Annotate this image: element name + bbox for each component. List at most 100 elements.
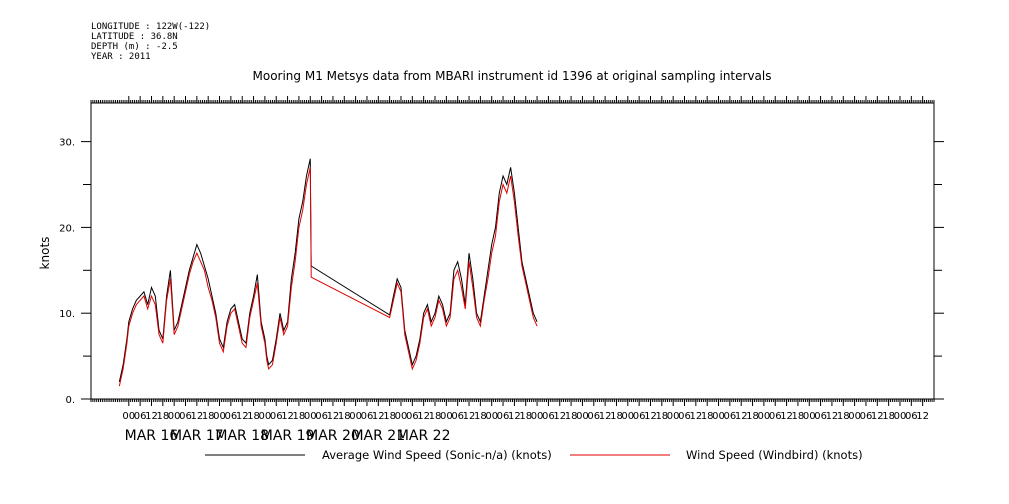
series-layer (118, 158, 538, 387)
longitude-line: LONGITUDE : 122W(-122) (91, 22, 210, 32)
x-tick-label: 18 (474, 411, 487, 422)
x-tick-label: 00 (485, 411, 498, 422)
x-tick-label: 06 (270, 411, 283, 422)
series-line-windbird (118, 167, 538, 387)
x-tick-label: 12 (826, 411, 839, 422)
x-tick-label: 12 (599, 411, 612, 422)
x-tick-label: 18 (293, 411, 306, 422)
x-tick-label: 18 (429, 411, 442, 422)
year-line: YEAR : 2011 (91, 52, 151, 62)
x-tick-label: 00 (395, 411, 408, 422)
x-tick-label: 06 (179, 411, 192, 422)
x-tick-label: 12 (689, 411, 702, 422)
legend-label-windbird: Wind Speed (Windbird) (knots) (686, 448, 863, 462)
chart-title: Mooring M1 Metsys data from MBARI instru… (253, 69, 772, 83)
x-tick-label: 12 (871, 411, 884, 422)
x-tick-label: 06 (225, 411, 238, 422)
x-tick-label: 18 (882, 411, 895, 422)
x-tick-label: 06 (860, 411, 873, 422)
plot-frame (90, 102, 935, 400)
x-tick-label: 06 (905, 411, 918, 422)
x-tick-label: 12 (735, 411, 748, 422)
x-tick-label: 00 (531, 411, 544, 422)
y-tick-label: 10. (59, 309, 75, 320)
x-tick-label: 00 (122, 411, 135, 422)
legend: Average Wind Speed (Sonic-n/a) (knots) W… (205, 448, 863, 462)
day-label: MAR 21 (351, 428, 405, 444)
x-tick-label: 00 (576, 411, 589, 422)
x-tick-label: 12 (553, 411, 566, 422)
metadata-block: LONGITUDE : 122W(-122) LATITUDE : 36.8N … (91, 22, 210, 62)
x-tick-label: 00 (304, 411, 317, 422)
depth-line: DEPTH (m) : -2.5 (91, 42, 178, 52)
x-tick-label: 18 (746, 411, 759, 422)
y-tick-labels: 0. 10. 20. 30. (59, 138, 75, 406)
x-tick-label: 06 (134, 411, 147, 422)
x-tick-label: 06 (542, 411, 555, 422)
x-tick-label: 12 (281, 411, 294, 422)
day-label: MAR 16 (125, 428, 179, 444)
x-tick-label: 00 (803, 411, 816, 422)
x-tick-label: 18 (701, 411, 714, 422)
series-line-sonic (118, 158, 538, 382)
x-tick-label: 18 (383, 411, 396, 422)
x-tick-label: 06 (315, 411, 328, 422)
x-tick-label: 00 (213, 411, 226, 422)
x-tick-label: 12 (190, 411, 203, 422)
x-tick-label: 00 (168, 411, 181, 422)
day-label: MAR 19 (261, 428, 315, 444)
legend-label-sonic: Average Wind Speed (Sonic-n/a) (knots) (322, 448, 552, 462)
x-tick-label: 12 (916, 411, 929, 422)
day-label: MAR 20 (306, 428, 360, 444)
x-tick-label: 00 (712, 411, 725, 422)
x-tick-label: 18 (565, 411, 578, 422)
x-tick-label: 18 (338, 411, 351, 422)
x-tick-label: 06 (678, 411, 691, 422)
x-tick-label: 12 (463, 411, 476, 422)
x-tick-label: 06 (361, 411, 374, 422)
x-tick-label: 06 (769, 411, 782, 422)
x-tick-label: 00 (894, 411, 907, 422)
x-tick-label: 00 (758, 411, 771, 422)
latitude-line: LATITUDE : 36.8N (91, 32, 178, 42)
day-label: MAR 17 (170, 428, 224, 444)
x-tick-label: 00 (349, 411, 362, 422)
x-tick-label: 18 (610, 411, 623, 422)
x-tick-label: 06 (724, 411, 737, 422)
x-tick-label: 18 (202, 411, 215, 422)
x-tick-label: 12 (644, 411, 657, 422)
y-tick-label: 30. (59, 138, 75, 149)
x-tick-labels: 0006121800061218000612180006121800061218… (122, 411, 929, 422)
x-tick-label: 18 (519, 411, 532, 422)
y-tick-label: 0. (65, 395, 75, 406)
x-tick-label: 18 (247, 411, 260, 422)
x-tick-label: 12 (508, 411, 521, 422)
x-tick-label: 00 (621, 411, 634, 422)
x-tick-label: 06 (497, 411, 510, 422)
x-tick-label: 18 (837, 411, 850, 422)
day-label: MAR 22 (397, 428, 451, 444)
x-tick-label: 06 (451, 411, 464, 422)
x-tick-label: 18 (655, 411, 668, 422)
y-tick-label: 20. (59, 223, 75, 234)
x-tick-label: 12 (780, 411, 793, 422)
y-axis-label: knots (38, 237, 52, 270)
x-tick-label: 00 (440, 411, 453, 422)
x-tick-label: 18 (792, 411, 805, 422)
x-tick-label: 12 (145, 411, 158, 422)
x-tick-label: 06 (587, 411, 600, 422)
axis-ticks (81, 96, 944, 406)
x-tick-label: 12 (236, 411, 249, 422)
x-tick-label: 06 (406, 411, 419, 422)
day-label: MAR 18 (215, 428, 269, 444)
x-tick-label: 00 (259, 411, 272, 422)
x-tick-label: 06 (814, 411, 827, 422)
x-tick-label: 00 (848, 411, 861, 422)
x-tick-label: 18 (156, 411, 169, 422)
x-tick-label: 12 (327, 411, 340, 422)
x-tick-label: 00 (667, 411, 680, 422)
x-tick-label: 12 (372, 411, 385, 422)
x-tick-label: 06 (633, 411, 646, 422)
